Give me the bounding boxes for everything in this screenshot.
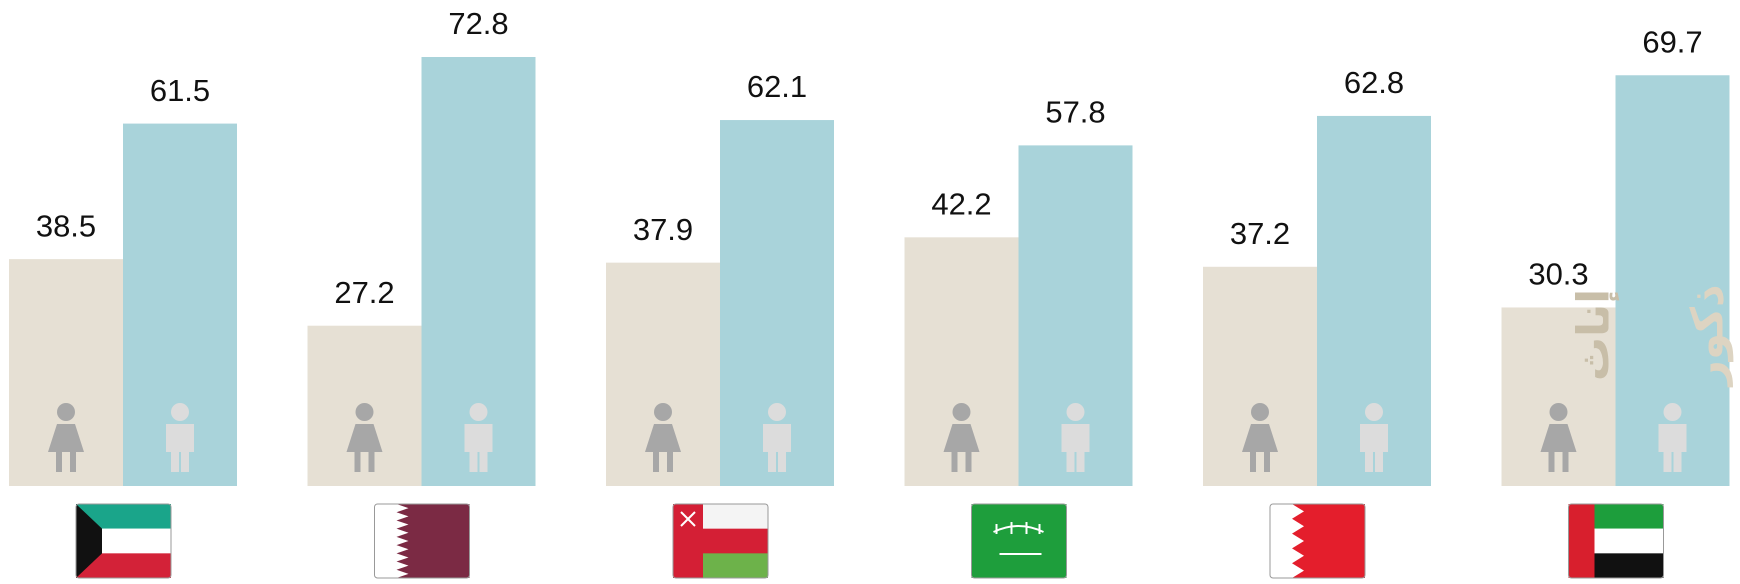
icon-body — [166, 424, 194, 472]
hoist — [76, 504, 102, 578]
red — [1568, 504, 1595, 578]
female-icon — [1242, 403, 1278, 472]
icon-body — [763, 424, 791, 472]
value-label: 27.2 — [334, 275, 394, 310]
green — [1594, 504, 1664, 529]
icon-body — [1658, 424, 1687, 472]
male-icon — [1061, 403, 1090, 472]
female-icon — [645, 403, 681, 472]
bar — [1501, 307, 1616, 486]
value-label: 38.5 — [36, 208, 96, 243]
black — [1594, 553, 1664, 578]
flag-frame — [672, 503, 769, 579]
value-label: 69.7 — [1642, 24, 1702, 59]
flag-frame — [1269, 503, 1366, 579]
serration — [1270, 504, 1304, 578]
icon-body — [346, 424, 383, 472]
male-icon — [1360, 403, 1388, 472]
female-icon — [943, 403, 980, 472]
legend-label: إناث — [1569, 289, 1620, 381]
female-icon — [1540, 403, 1577, 472]
icon-body — [1540, 424, 1577, 472]
country-flag — [1568, 503, 1664, 579]
icon-head — [1549, 403, 1568, 421]
icon-head — [1663, 403, 1682, 421]
country-flag — [971, 503, 1067, 579]
icon-head — [469, 403, 488, 421]
value-label: 30.3 — [1528, 257, 1588, 292]
flag-frame — [374, 503, 470, 579]
script — [993, 522, 1044, 534]
value-label: 57.8 — [1045, 95, 1105, 130]
icon-body — [645, 424, 681, 472]
male-icon — [1658, 403, 1687, 472]
bar — [421, 57, 536, 486]
bar — [606, 262, 720, 486]
female-icon — [346, 403, 383, 472]
icon-head — [171, 403, 189, 421]
male-icon — [166, 403, 194, 472]
white — [1594, 528, 1664, 554]
country-flag — [374, 503, 470, 579]
icon-head — [654, 403, 672, 421]
country-flag — [672, 503, 769, 579]
white — [703, 504, 768, 529]
value-label: 42.2 — [931, 187, 991, 222]
icon-head — [952, 403, 971, 421]
value-label: 37.2 — [1230, 216, 1290, 251]
icon-body — [943, 424, 980, 472]
country-flag — [75, 503, 172, 579]
icon-head — [1365, 403, 1383, 421]
male-icon — [763, 403, 791, 472]
flag-frame — [1568, 503, 1664, 579]
icon-head — [57, 403, 75, 421]
icon-head — [768, 403, 786, 421]
green — [703, 553, 768, 578]
flag-frame — [75, 503, 172, 579]
female-icon — [48, 403, 84, 472]
icon-head — [1066, 403, 1085, 421]
icon-body — [464, 424, 493, 472]
icon-body — [1360, 424, 1388, 472]
serration — [374, 504, 409, 578]
icon-body — [1242, 424, 1278, 472]
icon-head — [355, 403, 374, 421]
legend-label: ذكور — [1683, 284, 1734, 387]
flag-frame — [971, 503, 1067, 579]
country-flag — [1269, 503, 1366, 579]
icon-head — [1251, 403, 1269, 421]
icon-body — [1061, 424, 1090, 472]
field — [971, 504, 1067, 578]
value-label: 37.9 — [633, 212, 693, 247]
value-label: 62.8 — [1344, 65, 1404, 100]
icon-body — [48, 424, 84, 472]
value-label: 72.8 — [448, 6, 508, 41]
male-icon — [464, 403, 493, 472]
emblem — [680, 511, 696, 527]
bar — [1203, 266, 1317, 486]
value-label: 61.5 — [150, 73, 210, 108]
value-label: 62.1 — [747, 69, 807, 104]
